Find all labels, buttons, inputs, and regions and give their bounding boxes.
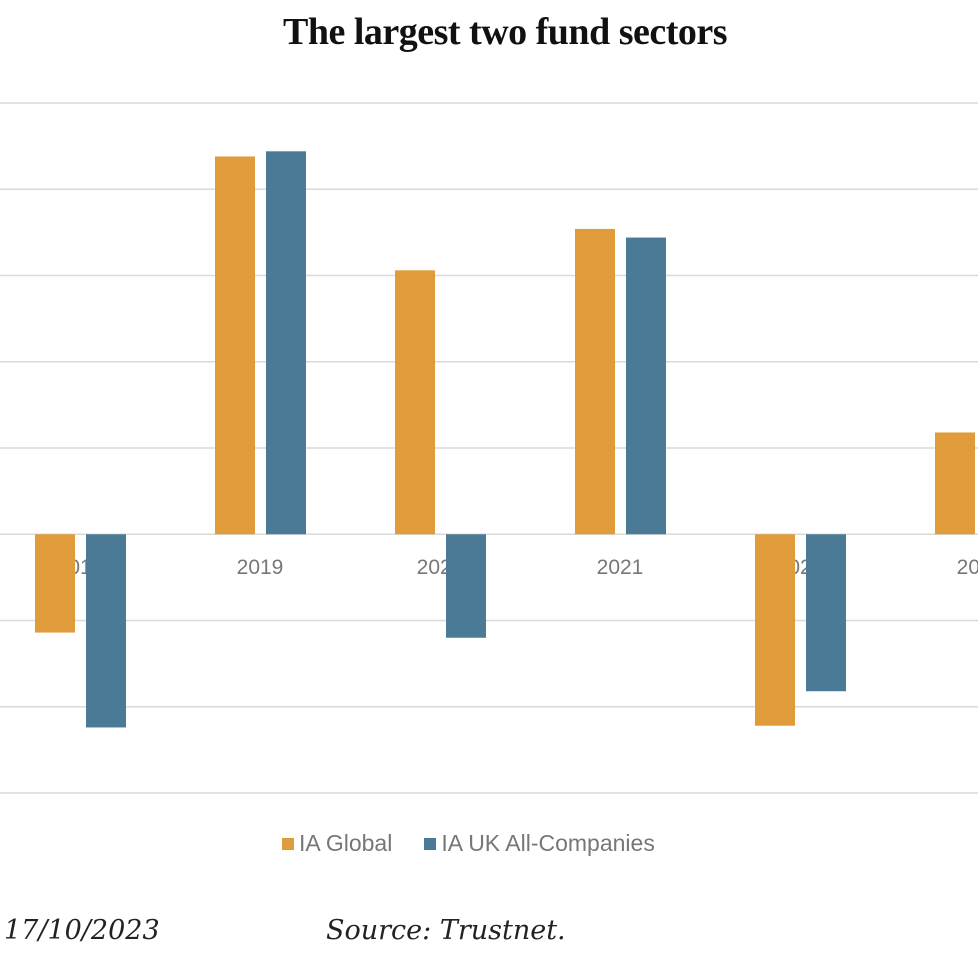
legend-label: IA UK All-Companies	[441, 830, 655, 856]
category-label: 2021	[597, 556, 644, 579]
footer-source: Source: Trustnet.	[326, 915, 566, 946]
bar-ia-uk-all-companies-2022	[806, 534, 846, 692]
bar-ia-uk-all-companies-2021	[626, 237, 666, 535]
bar-ia-uk-all-companies-2020	[446, 534, 486, 638]
bar-ia-global-2023	[935, 432, 975, 535]
legend-swatch	[424, 837, 437, 850]
bar-ia-global-2020	[395, 270, 435, 535]
category-label: 2023	[957, 556, 978, 579]
legend-label: IA Global	[299, 830, 393, 856]
bar-ia-uk-all-companies-2018	[86, 534, 126, 728]
footer-date: 17/10/2023	[4, 915, 160, 946]
legend-swatch	[282, 837, 294, 850]
legend-item-ia-global: IA Global	[282, 830, 392, 857]
legend: IA Global IA UK All-Companies	[282, 830, 655, 857]
bar-ia-uk-all-companies-2019	[266, 151, 306, 535]
bar-ia-global-2021	[575, 228, 615, 535]
category-label: 2019	[237, 556, 284, 579]
chart-title: The largest two fund sectors	[282, 11, 728, 53]
bar-ia-global-2022	[755, 534, 795, 726]
bar-ia-global-2019	[215, 156, 255, 535]
bar-ia-global-2018	[35, 534, 75, 633]
legend-item-ia-uk-all-companies: IA UK All-Companies	[424, 830, 655, 857]
